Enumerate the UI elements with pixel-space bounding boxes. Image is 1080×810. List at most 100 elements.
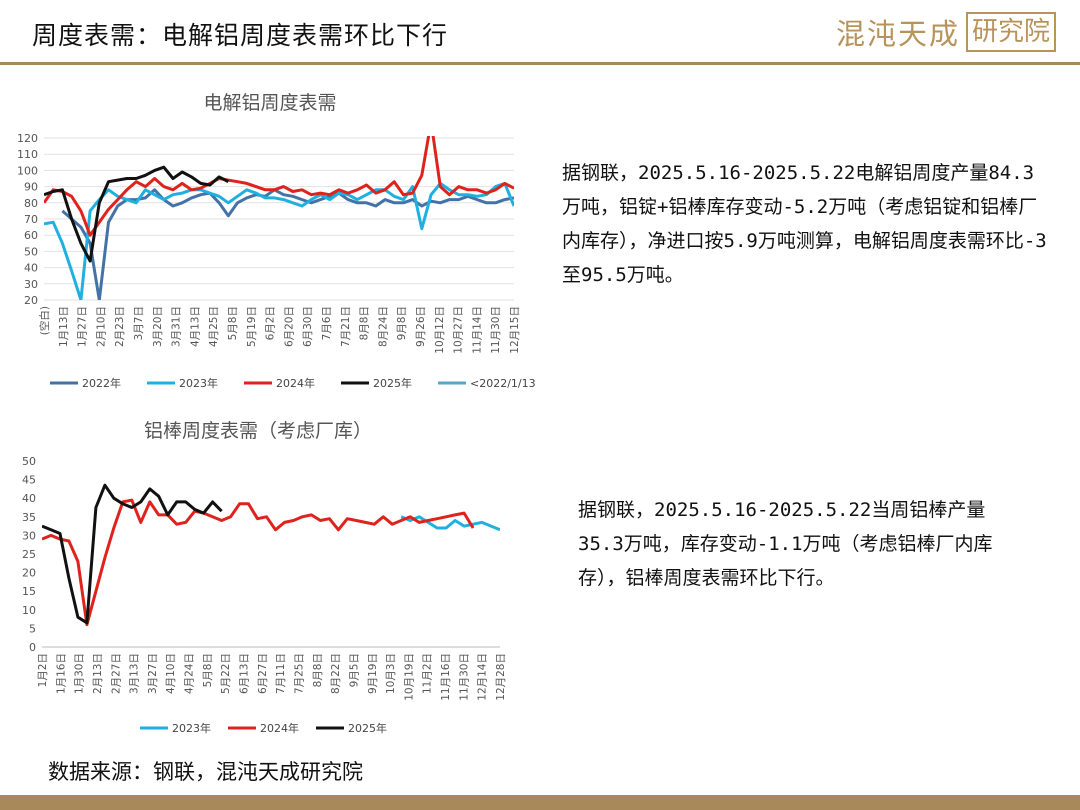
y-tick-label: 40: [24, 262, 38, 275]
chart-title: 电解铝周度表需: [203, 92, 336, 114]
brand-logo: 混沌天成 研究院: [836, 10, 1056, 54]
y-tick-label: 50: [24, 245, 38, 258]
x-tick-label: 7月25日: [293, 653, 305, 694]
x-tick-label: 10月3日: [385, 653, 397, 694]
page-header: 周度表需：电解铝周度表需环比下行 混沌天成 研究院: [0, 0, 1080, 65]
x-tick-label: 3月7日: [133, 306, 145, 340]
y-tick-label: 120: [17, 132, 38, 145]
x-tick-label: 5月8日: [227, 306, 239, 340]
y-tick-label: 20: [24, 294, 38, 307]
x-tick-label: 9月26日: [415, 306, 427, 347]
x-tick-label: 6月13日: [239, 653, 251, 694]
y-tick-label: 30: [24, 278, 38, 291]
legend-label: 2024年: [260, 721, 299, 735]
x-tick-label: 8月8日: [312, 653, 324, 687]
y-tick-label: 15: [22, 585, 36, 598]
y-tick-label: 40: [22, 492, 36, 505]
header-divider: [0, 62, 1080, 65]
legend-label: 2025年: [373, 376, 412, 390]
x-tick-label: 12月28日: [495, 653, 507, 701]
x-tick-label: 6月2日: [265, 306, 277, 340]
legend-label: 2024年: [276, 376, 315, 390]
x-tick-label: 11月14日: [471, 306, 483, 354]
x-tick-label: 12月14日: [477, 653, 489, 701]
x-tick-label: 9月8日: [396, 306, 408, 340]
x-tick-label: 10月27日: [453, 306, 465, 354]
x-tick-label: 2月13日: [92, 653, 104, 694]
x-tick-label: 2月27日: [110, 653, 122, 694]
y-tick-label: 20: [22, 567, 36, 580]
x-tick-label: 4月10日: [165, 653, 177, 694]
y-tick-label: 0: [29, 641, 36, 654]
x-tick-label: 11月2日: [422, 653, 434, 694]
x-tick-label: 1月16日: [55, 653, 67, 694]
y-tick-label: 5: [29, 622, 36, 635]
legend-label: 2023年: [172, 721, 211, 735]
legend-label: 2023年: [179, 376, 218, 390]
x-tick-label: 2月23日: [114, 306, 126, 347]
y-tick-label: 25: [22, 548, 36, 561]
y-tick-label: 100: [17, 164, 38, 177]
x-tick-label: 8月22日: [330, 653, 342, 694]
x-tick-label: 7月11日: [275, 653, 287, 694]
data-source: 数据来源：钢联，混沌天成研究院: [48, 760, 363, 784]
x-tick-label: 3月31日: [171, 306, 183, 347]
y-tick-label: 70: [24, 213, 38, 226]
x-tick-label: 8月8日: [359, 306, 371, 340]
x-tick-label: 4月24日: [184, 653, 196, 694]
brand-name: 混沌天成: [835, 17, 960, 51]
x-tick-label: 7月21日: [340, 306, 352, 347]
chart-title: 铝棒周度表需（考虑厂库）: [144, 420, 372, 442]
x-tick-label: 3月20日: [152, 306, 164, 347]
legend-label: 2022年: [82, 376, 121, 390]
brand-box: 研究院: [965, 12, 1056, 52]
footer-bar: [0, 795, 1080, 810]
page-title: 周度表需：电解铝周度表需环比下行: [32, 21, 449, 50]
series-line-2025: [44, 165, 229, 263]
series-line-2025: [42, 483, 223, 625]
x-tick-label: 3月13日: [129, 653, 141, 694]
x-tick-label: 4月25日: [208, 306, 220, 347]
x-tick-label: 1月2日: [37, 653, 49, 687]
x-tick-label: 11月16日: [440, 653, 452, 701]
series-line-2024: [42, 498, 475, 627]
x-tick-label: 10月12日: [434, 306, 446, 354]
y-tick-label: 110: [17, 148, 38, 161]
series-line-2023: [400, 515, 500, 532]
x-tick-label: 5月22日: [220, 653, 232, 694]
x-tick-label: 6月30日: [302, 306, 314, 347]
y-tick-label: 45: [22, 474, 36, 487]
x-tick-label: 1月13日: [58, 306, 70, 347]
y-tick-label: 35: [22, 511, 36, 524]
x-tick-label: 9月5日: [348, 653, 360, 687]
note-aluminum-rod: 据钢联，2025.5.16-2025.5.22当周铝棒产量35.3万吨，库存变动…: [578, 499, 993, 589]
y-tick-label: 60: [24, 229, 38, 242]
legend-label: <2022/1/13: [470, 377, 536, 390]
chart-aluminum-rod-weekly-demand: 铝棒周度表需（考虑厂库） 0 5 10 15 20 25 30 35 40 45 50 1月2日 1月16…: [22, 420, 507, 735]
x-tick-label: 10月19日: [403, 653, 415, 701]
y-tick-label: 90: [24, 181, 38, 194]
x-tick-label: 1月27日: [77, 306, 89, 347]
series-line-2024: [44, 136, 514, 237]
y-tick-label: 30: [22, 529, 36, 542]
x-tick-label: 11月30日: [458, 653, 470, 701]
x-tick-label: 2月10日: [95, 306, 107, 347]
x-tick-label: 5月19日: [246, 306, 258, 347]
x-tick-label: 4月13日: [189, 306, 201, 347]
x-tick-label: 3月27日: [147, 653, 159, 694]
x-tick-label: 6月27日: [257, 653, 269, 694]
x-tick-label: 9月19日: [367, 653, 379, 694]
chart-aluminum-weekly-demand: 电解铝周度表需 20 30 40 50 60 70 80 90 100 110 120 (空白) 1月13…: [17, 92, 536, 390]
legend-label: 2025年: [348, 721, 387, 735]
x-tick-label: 7月6日: [321, 306, 333, 340]
note-aluminum: 据钢联，2025.5.16-2025.5.22电解铝周度产量84.3万吨，铝锭+…: [562, 162, 1047, 286]
x-tick-label: 8月24日: [377, 306, 389, 347]
y-tick-label: 50: [22, 455, 36, 468]
x-tick-label: 12月15日: [509, 306, 521, 354]
series-line-2023: [44, 181, 514, 300]
x-tick-label: 6月20日: [283, 306, 295, 347]
x-tick-label: (空白): [38, 306, 51, 335]
y-tick-label: 80: [24, 197, 38, 210]
x-tick-label: 1月30日: [74, 653, 86, 694]
y-tick-label: 10: [22, 604, 36, 617]
